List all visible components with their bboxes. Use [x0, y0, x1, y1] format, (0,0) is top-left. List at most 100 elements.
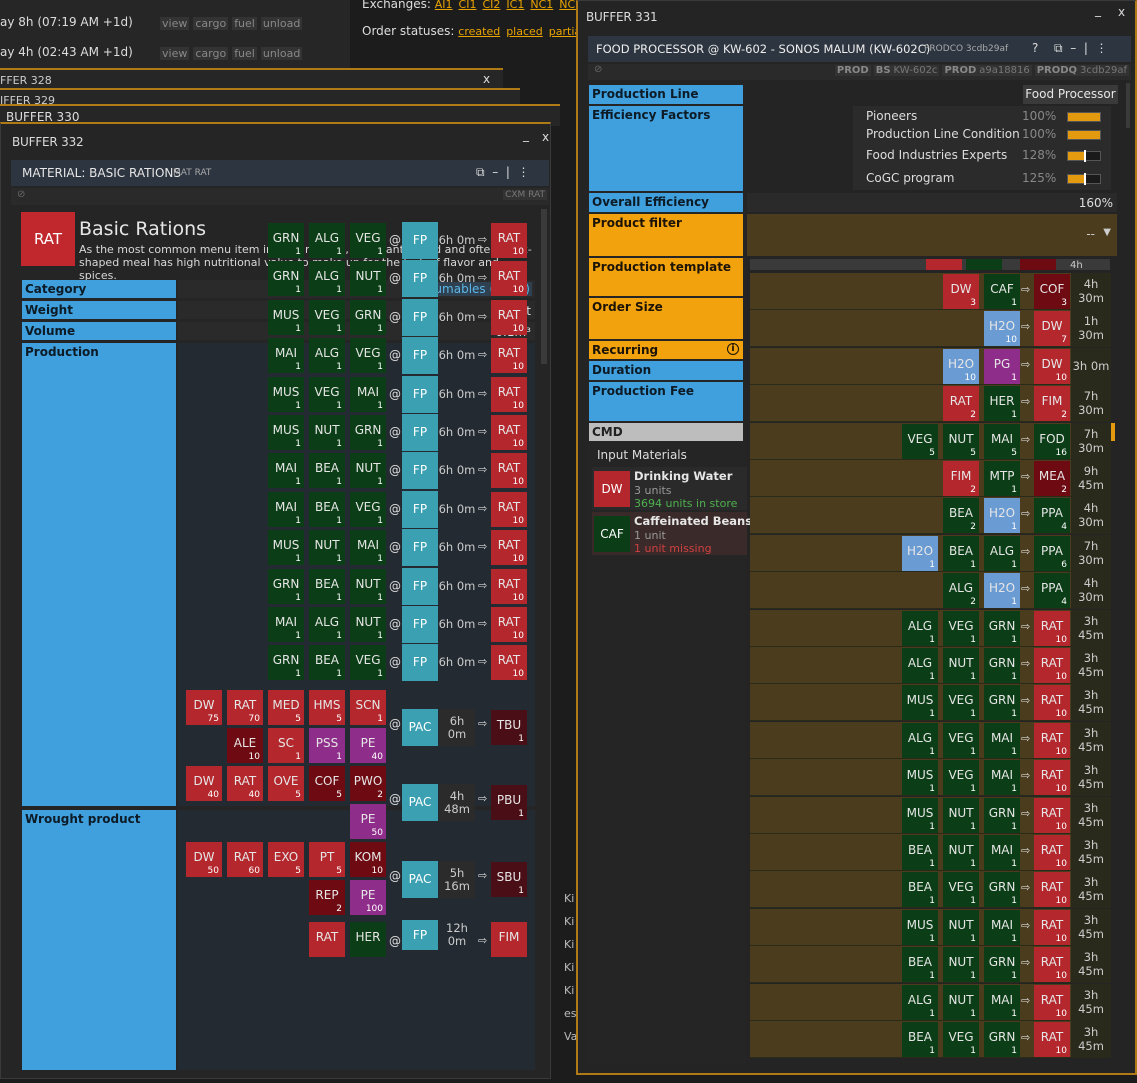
- material-tile[interactable]: NUT 1: [309, 530, 345, 565]
- building-fp[interactable]: FP: [402, 920, 438, 950]
- building-fp[interactable]: FP: [402, 299, 438, 336]
- template-row[interactable]: BEA 1 NUT 1 GRN 1 ⇨ RAT 10 3h 45m: [750, 946, 1111, 983]
- material-tile[interactable]: VEG 1: [943, 723, 979, 758]
- output-tile[interactable]: PPA 4: [1034, 498, 1070, 533]
- output-tile[interactable]: FIM 2: [1034, 386, 1070, 421]
- material-tile[interactable]: H2O 10: [984, 311, 1020, 346]
- material-tile[interactable]: MAI 1: [268, 607, 304, 642]
- material-tile[interactable]: NUT 1: [350, 569, 386, 604]
- template-row[interactable]: ALG 2 H2O 1 ⇨ PPA 4 4h 30m: [750, 572, 1111, 609]
- bg-link[interactable]: unload: [260, 47, 303, 60]
- material-tile[interactable]: PE 50: [350, 804, 386, 839]
- material-tile[interactable]: H2O 1: [984, 498, 1020, 533]
- output-tile[interactable]: RAT 10: [1034, 611, 1070, 646]
- status-link[interactable]: placed: [506, 25, 543, 38]
- material-tile[interactable]: ALG 1: [309, 261, 345, 296]
- material-tile[interactable]: ALE 10: [227, 728, 263, 763]
- material-tile[interactable]: MUS 1: [268, 300, 304, 335]
- material-tile[interactable]: MAI 1: [984, 910, 1020, 945]
- cmd-tag[interactable]: PROD a9a18816: [942, 65, 1032, 76]
- material-tile[interactable]: NUT 1: [943, 835, 979, 870]
- material-tile[interactable]: DW 40: [186, 766, 222, 801]
- output-tile[interactable]: RAT 10: [1034, 872, 1070, 907]
- output-tile[interactable]: RAT 10: [491, 223, 527, 258]
- material-tile[interactable]: HER: [350, 922, 386, 957]
- material-tile[interactable]: MAI 1: [268, 492, 304, 527]
- material-tile[interactable]: GRN 1: [984, 611, 1020, 646]
- material-tile[interactable]: GRN 1: [984, 798, 1020, 833]
- exchange-link[interactable]: NC1: [530, 0, 554, 11]
- material-tile[interactable]: MAI 5: [984, 424, 1020, 459]
- template-row[interactable]: VEG 5 NUT 5 MAI 5 ⇨ FOD 16 7h 30m: [750, 423, 1111, 460]
- building-fp[interactable]: FP: [402, 568, 438, 605]
- material-tile[interactable]: GRN 1: [268, 645, 304, 680]
- output-tile[interactable]: FIM: [491, 922, 527, 957]
- material-tile[interactable]: H2O 1: [984, 573, 1020, 608]
- building-fp[interactable]: FP: [402, 644, 438, 681]
- material-tile[interactable]: H2O 1: [902, 536, 938, 571]
- material-tile[interactable]: ALG 1: [309, 338, 345, 373]
- input-material-row[interactable]: DW Drinking Water 3 units 3694 units in sto…: [592, 467, 747, 510]
- material-tile[interactable]: MUS 1: [902, 910, 938, 945]
- building-pac[interactable]: PAC: [402, 861, 438, 898]
- material-tile[interactable]: ALG 1: [902, 723, 938, 758]
- bg-link[interactable]: unload: [260, 17, 303, 30]
- material-tile[interactable]: ALG 1: [984, 536, 1020, 571]
- material-tile[interactable]: CAF 1: [984, 274, 1020, 309]
- close-icon[interactable]: x: [1118, 5, 1126, 19]
- material-tile[interactable]: OVE 5: [268, 766, 304, 801]
- output-tile[interactable]: FOD 16: [1034, 424, 1070, 459]
- template-row[interactable]: MUS 1 VEG 1 GRN 1 ⇨ RAT 10 3h 45m: [750, 684, 1111, 721]
- material-tile[interactable]: FIM 2: [943, 461, 979, 496]
- material-tile[interactable]: VEG 1: [350, 223, 386, 258]
- template-row[interactable]: MUS 1 NUT 1 MAI 1 ⇨ RAT 10 3h 45m: [750, 909, 1111, 946]
- bg-links-2[interactable]: view cargo fuel unload: [160, 46, 306, 60]
- material-tile[interactable]: NUT 5: [943, 424, 979, 459]
- material-tile[interactable]: GRN 1: [350, 300, 386, 335]
- material-tile[interactable]: PSS 1: [309, 728, 345, 763]
- template-row[interactable]: ALG 1 NUT 1 MAI 1 ⇨ RAT 10 3h 45m: [750, 984, 1111, 1021]
- input-material-row[interactable]: CAF Caffeinated Beans 1 unit 1 unit missing: [592, 512, 752, 555]
- output-tile[interactable]: RAT 10: [1034, 947, 1070, 982]
- output-tile[interactable]: RAT 10: [1034, 760, 1070, 795]
- cmd-tag[interactable]: BS KW-602c: [873, 65, 940, 76]
- material-tile[interactable]: NUT 1: [350, 261, 386, 296]
- cmd-hint[interactable]: CXM RAT: [503, 190, 547, 200]
- material-tile[interactable]: MUS 1: [268, 415, 304, 450]
- output-tile[interactable]: RAT 10: [491, 607, 527, 642]
- material-tile[interactable]: PE 40: [350, 728, 386, 763]
- info-icon[interactable]: i: [727, 343, 739, 355]
- window-options-icons[interactable]: ⧉ – | ⋮: [476, 165, 530, 179]
- output-tile[interactable]: RAT 10: [491, 261, 527, 296]
- material-tile[interactable]: VEG 1: [350, 338, 386, 373]
- material-tile[interactable]: NUT 1: [309, 415, 345, 450]
- material-tile[interactable]: RAT 70: [227, 690, 263, 725]
- exchange-link[interactable]: NC2: [559, 0, 583, 11]
- material-tile[interactable]: VEG 1: [943, 760, 979, 795]
- material-tile[interactable]: GRN 1: [984, 947, 1020, 982]
- material-tile[interactable]: H2O 10: [943, 349, 979, 384]
- output-tile[interactable]: RAT 10: [1034, 985, 1070, 1020]
- building-fp[interactable]: FP: [402, 452, 438, 489]
- buffer-328-bar[interactable]: FFER 328 x: [0, 68, 503, 90]
- minimize-icon[interactable]: _: [523, 128, 529, 142]
- material-tile[interactable]: MAI 1: [984, 760, 1020, 795]
- material-tile[interactable]: VEG 5: [902, 424, 938, 459]
- material-tile[interactable]: BEA 1: [309, 569, 345, 604]
- bg-link[interactable]: fuel: [232, 47, 257, 60]
- material-tile[interactable]: MAI 1: [268, 338, 304, 373]
- output-tile[interactable]: RAT 10: [491, 492, 527, 527]
- window-options-icons[interactable]: ⧉ – | ⋮: [1054, 41, 1108, 55]
- chevron-down-icon[interactable]: ▼: [1103, 227, 1111, 238]
- material-tile[interactable]: GRN 1: [984, 685, 1020, 720]
- material-tile[interactable]: MUS 1: [268, 530, 304, 565]
- minimize-icon[interactable]: _: [1095, 3, 1101, 17]
- material-tile[interactable]: BEA 1: [902, 947, 938, 982]
- output-tile[interactable]: RAT 10: [491, 377, 527, 412]
- material-tile[interactable]: VEG 1: [943, 1022, 979, 1057]
- output-tile[interactable]: RAT 10: [1034, 723, 1070, 758]
- material-tile[interactable]: ALG 2: [943, 573, 979, 608]
- material-tile[interactable]: MAI 1: [984, 723, 1020, 758]
- material-tile[interactable]: MAI 1: [350, 377, 386, 412]
- scroll-indicator[interactable]: [1111, 423, 1115, 441]
